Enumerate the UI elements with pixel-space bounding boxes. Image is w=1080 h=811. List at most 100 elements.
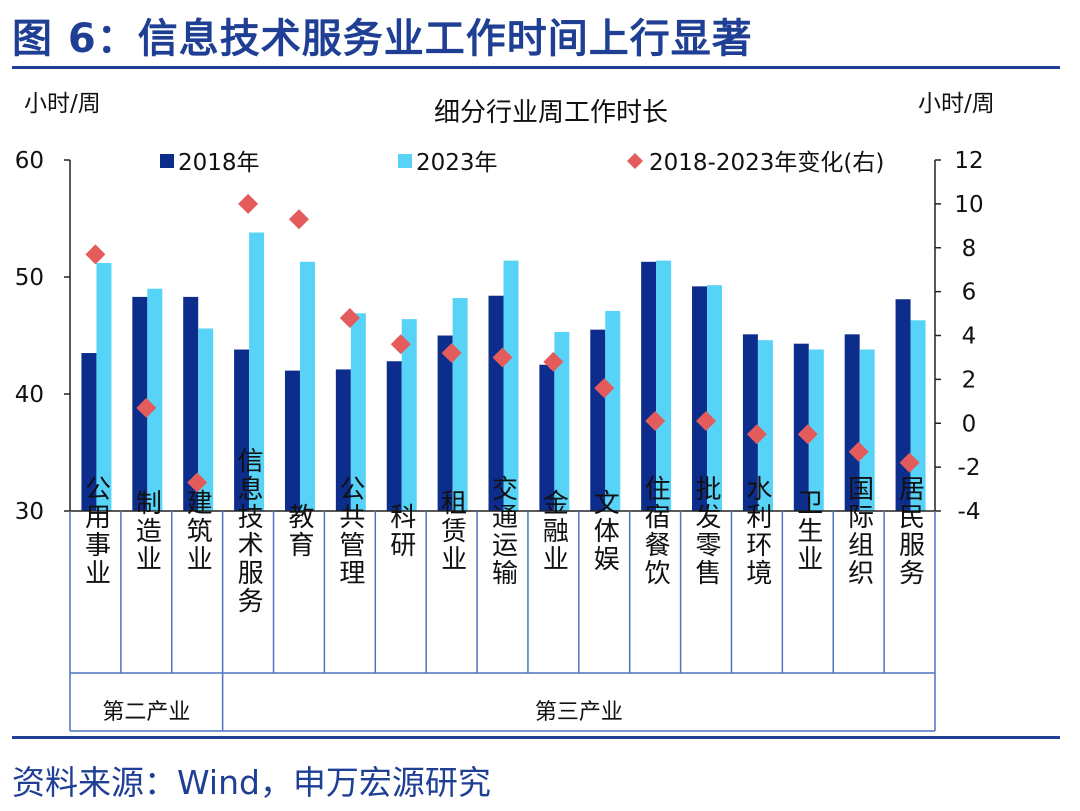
legend-label-change: 2018-2023年变化(右) xyxy=(649,150,884,176)
x-category-label: 公共管理 xyxy=(335,475,365,587)
bar-2023 xyxy=(299,261,315,511)
change-marker xyxy=(339,307,360,328)
x-category-label: 金融业 xyxy=(538,489,568,573)
bar-2023 xyxy=(656,260,672,511)
y-axis-left-label: 小时/周 xyxy=(24,91,101,117)
x-category-label: 文体娱 xyxy=(589,489,619,573)
bar-2018 xyxy=(183,296,199,511)
x-category-label: 公用事业 xyxy=(80,475,110,587)
bar-2018 xyxy=(284,370,300,511)
change-marker xyxy=(696,411,717,432)
change-marker xyxy=(746,424,767,445)
bar-2023 xyxy=(859,349,875,511)
x-category-label: 信息技术服务 xyxy=(233,447,263,615)
legend: 2018年 2023年 2018-2023年变化(右) xyxy=(160,150,884,176)
x-category-label: 制造业 xyxy=(131,489,161,573)
x-category-label: 水利环境 xyxy=(742,475,772,587)
x-group-label: 第二产业 xyxy=(102,700,190,725)
change-marker xyxy=(85,244,106,265)
bar-2023 xyxy=(147,288,163,511)
legend-label-2023: 2023年 xyxy=(416,150,498,176)
y-left-tick-label: 60 xyxy=(15,148,44,174)
change-marker xyxy=(543,351,564,372)
bar-2023 xyxy=(96,262,112,511)
chart-title: 细分行业周工作时长 xyxy=(434,98,668,128)
x-category-label: 卫生业 xyxy=(793,489,823,573)
legend-label-2018: 2018年 xyxy=(178,150,260,176)
change-marker xyxy=(797,424,818,445)
y-axis-right-label: 小时/周 xyxy=(918,91,995,117)
y-left-tick-label: 40 xyxy=(15,382,44,408)
bar-2018 xyxy=(437,335,453,511)
change-marker xyxy=(848,441,869,462)
source-note: 资料来源：Wind，申万宏源研究 xyxy=(12,763,491,802)
bar-2018 xyxy=(81,353,97,511)
y-left-tick-label: 50 xyxy=(15,265,44,291)
x-category-label: 交通运输 xyxy=(488,475,518,587)
bar-chart: 细分行业周工作时长 小时/周 小时/周 2018年 2023年 2018-2023年… xyxy=(15,91,995,732)
bar-2023 xyxy=(249,232,265,512)
bar-2018 xyxy=(132,296,148,511)
bar-2018 xyxy=(539,364,555,511)
bar-2023 xyxy=(605,310,621,511)
y-axis-left: 30 40 50 60 xyxy=(15,148,71,525)
legend-swatch-2023 xyxy=(398,154,412,168)
change-marker xyxy=(594,378,615,399)
bar-2023 xyxy=(198,328,214,511)
bar-2018 xyxy=(844,334,860,511)
bar-2018 xyxy=(386,361,402,511)
y-right-tick-label: 12 xyxy=(954,148,983,174)
y-right-tick-label: 0 xyxy=(962,411,977,437)
x-category-label: 建筑业 xyxy=(182,489,212,573)
bar-2018 xyxy=(590,329,606,511)
x-category-label: 居民服务 xyxy=(895,475,925,587)
plot-area xyxy=(81,193,926,512)
y-right-tick-label: -4 xyxy=(958,499,981,525)
y-right-tick-label: 6 xyxy=(962,280,977,306)
y-right-tick-label: 8 xyxy=(962,236,977,262)
bar-2023 xyxy=(503,260,519,511)
bar-2018 xyxy=(692,286,708,511)
bar-2023 xyxy=(452,298,468,511)
x-category-label: 批发零售 xyxy=(691,475,721,587)
bar-2023 xyxy=(554,331,570,511)
x-category-label: 教育 xyxy=(284,503,314,559)
x-group-label: 第三产业 xyxy=(535,700,623,725)
y-left-tick-label: 30 xyxy=(15,499,44,525)
bar-2018 xyxy=(641,261,657,511)
y-right-tick-label: -2 xyxy=(958,455,981,481)
bar-2023 xyxy=(808,349,824,511)
x-category-label: 国际组织 xyxy=(844,475,874,587)
bar-2023 xyxy=(350,313,366,511)
bar-2023 xyxy=(757,340,773,511)
bar-2018 xyxy=(793,343,809,511)
source-rule xyxy=(12,736,1060,739)
x-category-label: 租赁业 xyxy=(437,489,467,573)
change-marker xyxy=(645,411,666,432)
y-right-tick-label: 4 xyxy=(962,324,977,350)
change-marker xyxy=(136,397,157,418)
bar-2018 xyxy=(234,349,250,511)
x-category-label: 住宿餐饮 xyxy=(640,475,670,587)
x-axis: 公用事业 制造业 建筑业 信息技术服务 教育 公共管理 科研 租赁业 交通运输 金融业 文体娱 住宿餐… xyxy=(69,447,936,732)
legend-swatch-change xyxy=(627,153,643,169)
change-marker xyxy=(288,209,309,230)
legend-swatch-2018 xyxy=(160,154,174,168)
bar-2018 xyxy=(488,295,504,511)
figure-title: 图 6：信息技术服务业工作时间上行显著 xyxy=(12,16,753,62)
y-right-tick-label: 10 xyxy=(954,192,983,218)
bar-2018 xyxy=(335,369,351,511)
change-marker xyxy=(187,472,208,493)
change-marker xyxy=(492,347,513,368)
x-category-label: 科研 xyxy=(386,503,416,559)
change-marker xyxy=(899,452,920,473)
change-marker xyxy=(390,334,411,355)
title-rule xyxy=(12,66,1060,69)
change-marker xyxy=(238,193,259,214)
bar-2023 xyxy=(707,285,723,511)
change-marker xyxy=(441,343,462,364)
bar-2023 xyxy=(401,319,417,511)
y-axis-right: -4 -2 0 2 4 6 8 10 12 xyxy=(934,148,984,525)
bar-2018 xyxy=(742,334,758,511)
y-right-tick-label: 2 xyxy=(962,367,977,393)
